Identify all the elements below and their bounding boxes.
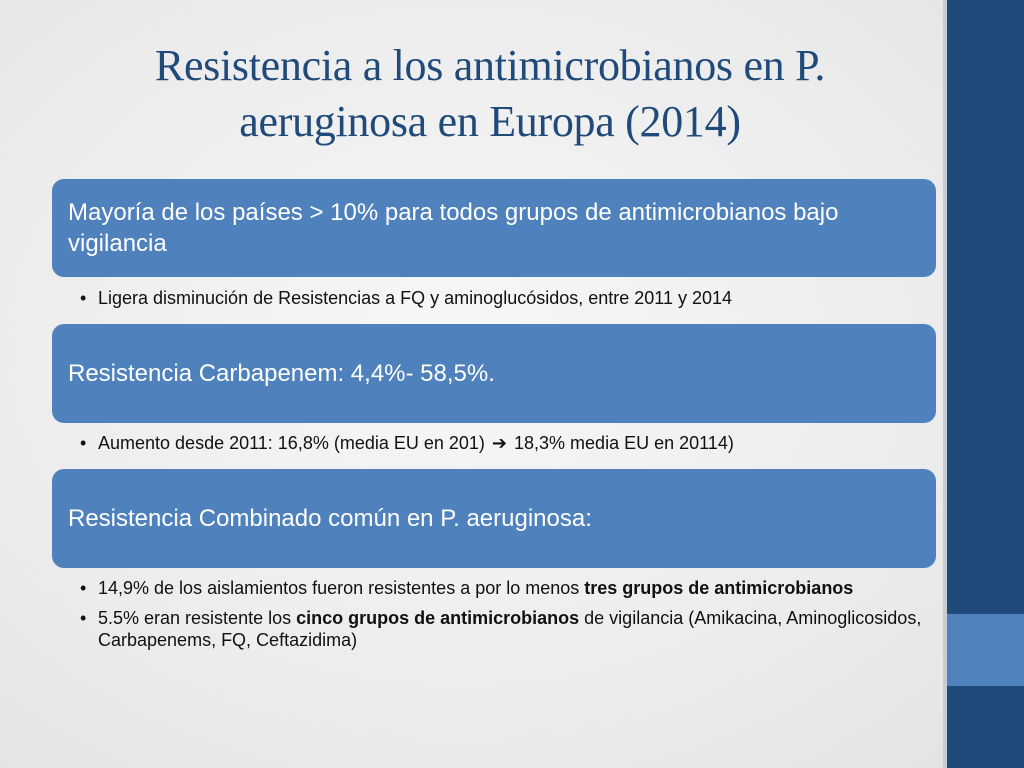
- bullet-list-1: Ligera disminución de Resistencias a FQ …: [78, 287, 928, 317]
- section-heading-box-2: Resistencia Carbapenem: 4,4%- 58,5%.: [52, 324, 936, 423]
- bullet-text-pre: 5.5% eran resistente los: [98, 608, 297, 628]
- bullet-text-post: 18,3% media EU en 20114): [509, 433, 734, 453]
- bullet-text-pre: 14,9% de los aislamientos fueron resiste…: [98, 578, 585, 598]
- sidebar-divider: [943, 0, 947, 768]
- bullet-item: Ligera disminución de Resistencias a FQ …: [78, 287, 928, 309]
- sidebar-accent-block: [947, 614, 1024, 686]
- bullet-text-bold: tres grupos de antimicrobianos: [584, 578, 854, 598]
- section-heading-box-1: Mayoría de los países > 10% para todos g…: [52, 179, 936, 277]
- bullet-text: Ligera disminución de Resistencias a FQ …: [98, 288, 733, 308]
- section-heading-1: Mayoría de los países > 10% para todos g…: [68, 199, 839, 257]
- right-arrow-icon: ➔: [491, 433, 508, 453]
- bullet-text-pre: Aumento desde 2011: 16,8% (media EU en 2…: [98, 433, 490, 453]
- bullet-item: 5.5% eran resistente los cinco grupos de…: [78, 607, 928, 651]
- section-heading-3: Resistencia Combinado común en P. aerugi…: [68, 505, 592, 532]
- bullet-text-bold: cinco grupos de antimicrobianos: [296, 608, 580, 628]
- bullet-item: Aumento desde 2011: 16,8% (media EU en 2…: [78, 432, 928, 454]
- slide-title: Resistencia a los antimicrobianos en P. …: [154, 41, 826, 146]
- bullet-text-post: de vigilancia (Amikacina, Aminoglicosido…: [98, 608, 922, 650]
- bullet-item: 14,9% de los aislamientos fueron resiste…: [78, 577, 928, 599]
- bullet-list-2: Aumento desde 2011: 16,8% (media EU en 2…: [78, 432, 928, 462]
- section-heading-box-3: Resistencia Combinado común en P. aerugi…: [52, 469, 936, 568]
- bullet-list-3: 14,9% de los aislamientos fueron resiste…: [78, 577, 928, 659]
- section-heading-2: Resistencia Carbapenem: 4,4%- 58,5%.: [68, 360, 495, 387]
